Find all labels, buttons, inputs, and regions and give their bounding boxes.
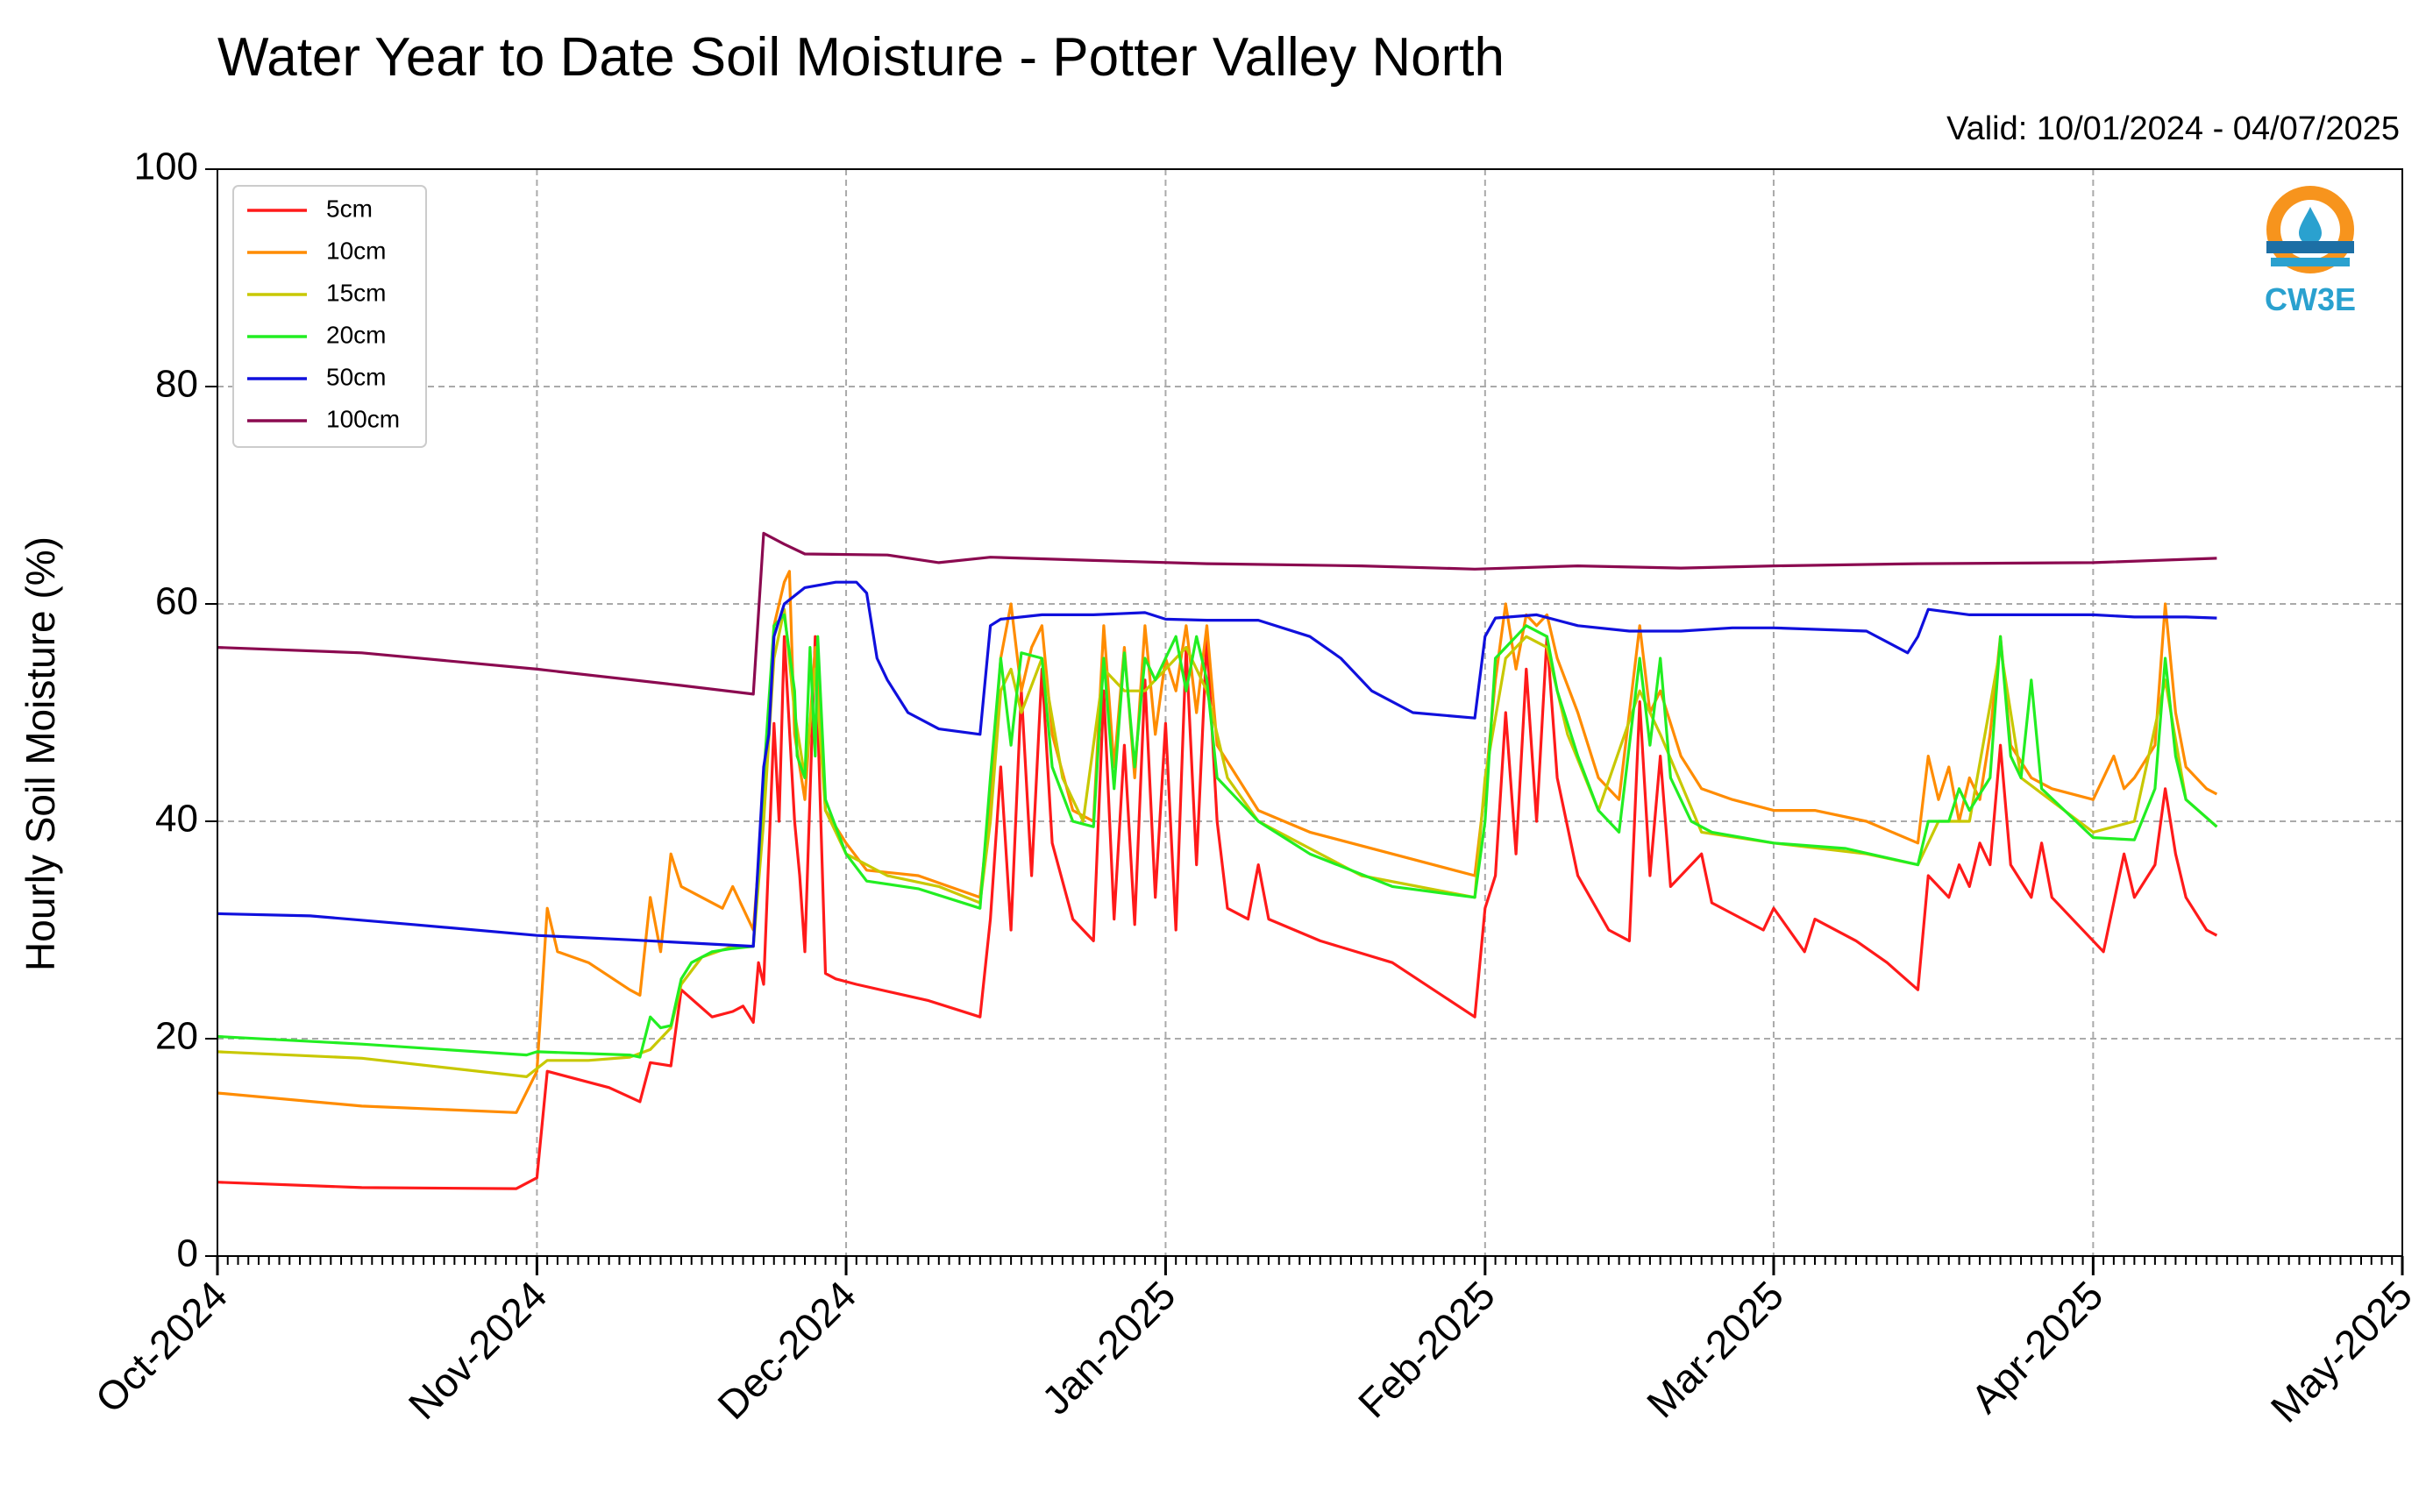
x-tick-label-5: Mar-2025 — [1638, 1272, 1792, 1426]
y-axis-ticks: 0 20 40 60 80 100 — [134, 146, 217, 1275]
logo-text: CW3E — [2265, 281, 2356, 317]
y-tick-label-0: 0 — [177, 1232, 198, 1275]
y-tick-label-4: 80 — [155, 363, 198, 406]
x-tick-label-2: Dec-2024 — [708, 1272, 864, 1428]
legend-label-15cm: 15cm — [326, 279, 386, 306]
x-tick-label-1: Nov-2024 — [400, 1272, 556, 1428]
legend-label-100cm: 100cm — [326, 405, 400, 432]
grid-lines — [217, 169, 2402, 1256]
x-axis-ticks: Oct-2024 Nov-2024 Dec-2024 Jan-2025 Feb-2025… — [87, 1256, 2421, 1431]
x-tick-label-3: Jan-2025 — [1033, 1272, 1184, 1423]
logo-drop-icon — [2299, 207, 2322, 245]
valid-date-range: Valid: 10/01/2024 - 04/07/2025 — [1946, 110, 2400, 147]
y-tick-label-1: 20 — [155, 1015, 198, 1058]
y-axis-label: Hourly Soil Moisture (%) — [18, 536, 63, 971]
legend: 5cm 10cm 15cm 20cm 50cm 100cm — [232, 185, 427, 448]
legend-label-50cm: 50cm — [326, 363, 386, 390]
x-tick-label-4: Feb-2025 — [1349, 1272, 1504, 1426]
minor-ticks — [217, 1256, 2403, 1265]
cw3e-logo: CW3E — [2265, 186, 2356, 317]
series-line-5cm — [217, 635, 2218, 1190]
legend-label-20cm: 20cm — [326, 321, 386, 348]
series-line-20cm — [217, 613, 2218, 1059]
x-tick-label-0: Oct-2024 — [87, 1272, 237, 1422]
series-line-50cm — [217, 580, 2217, 948]
x-tick-label-6: Apr-2025 — [1962, 1272, 2112, 1422]
series-lines — [217, 531, 2218, 1190]
series-line-10cm — [217, 570, 2218, 1114]
y-tick-label-2: 40 — [155, 798, 198, 841]
legend-label-10cm: 10cm — [326, 237, 386, 264]
logo-wave-icon — [2266, 241, 2354, 253]
y-tick-label-3: 60 — [155, 580, 198, 623]
x-tick-label-7: May-2025 — [2262, 1272, 2421, 1430]
legend-label-5cm: 5cm — [326, 195, 373, 222]
y-tick-label-5: 100 — [134, 146, 198, 188]
series-line-100cm — [217, 531, 2217, 696]
chart-title: Water Year to Date Soil Moisture - Potte… — [217, 27, 1505, 88]
